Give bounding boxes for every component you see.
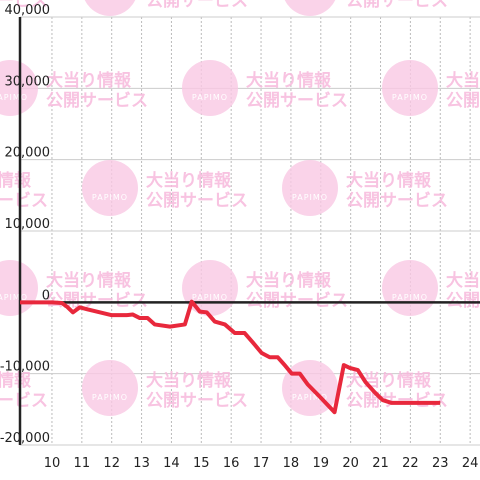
watermark-line1: 大当り情報 xyxy=(346,170,432,191)
x-tick-label: 23 xyxy=(432,456,449,471)
watermark-logo-text: PAPIMO xyxy=(92,193,128,202)
x-tick-label: 15 xyxy=(193,456,210,471)
watermark-line1: 大当り情報 xyxy=(446,270,480,291)
y-tick-label: 30,000 xyxy=(5,74,51,89)
watermark-line2: 公開サービス xyxy=(146,391,248,411)
watermark-logo-text: PAPIMO xyxy=(292,0,328,2)
watermark-line1: 大当り情報 xyxy=(246,270,332,291)
x-tick-label: 20 xyxy=(342,456,359,471)
watermark-line1: 大当り情報 xyxy=(146,370,232,391)
watermark-logo xyxy=(82,160,138,216)
watermark-logo-text: PAPIMO xyxy=(0,93,28,102)
watermark-logo-text: PAPIMO xyxy=(92,0,128,2)
y-tick-label: -20,000 xyxy=(0,431,50,446)
watermark-logo xyxy=(84,0,136,16)
watermark-line2: 公開サービス xyxy=(246,91,348,111)
plot: 10 11 12 13 14 15 16 17 18 19 20 21 22 23 24 -20,000 -10… xyxy=(0,3,480,471)
watermark-line2: 公開サービス xyxy=(246,291,348,311)
watermark-logo xyxy=(282,160,338,216)
watermark-line2: 公開サービス xyxy=(0,391,48,411)
watermark-line2: 公開サービス xyxy=(346,0,448,11)
watermark-logo-text: PAPIMO xyxy=(192,293,228,302)
watermark-logo xyxy=(382,60,438,116)
watermark-line1: 大当り情報 xyxy=(46,70,132,91)
watermark-line1: 大当り情報 xyxy=(146,170,232,191)
watermark-logo-text: PAPIMO xyxy=(292,193,328,202)
x-tick-label: 10 xyxy=(44,456,61,471)
x-tick-label: 11 xyxy=(74,456,91,471)
watermark-logo-text: PAPIMO xyxy=(292,393,328,402)
watermark-logo xyxy=(82,360,138,416)
watermark-line1: 大当り情報 xyxy=(0,370,32,391)
x-tick-label: 16 xyxy=(223,456,240,471)
watermark-line2: 公開サービス xyxy=(446,291,480,311)
watermark-logo xyxy=(284,0,336,16)
x-tick-label: 21 xyxy=(372,456,389,471)
watermark-line2: 公開サービス xyxy=(146,0,248,11)
x-tick-label: 19 xyxy=(313,456,330,471)
y-tick-label: -10,000 xyxy=(0,360,50,375)
x-tick-label: 24 xyxy=(462,456,479,471)
watermark-line2: 公開サービス xyxy=(0,0,48,11)
watermark-logo-text: PAPIMO xyxy=(0,293,28,302)
watermark-line1: 大当り情報 xyxy=(246,70,332,91)
y-tick-label: 20,000 xyxy=(5,146,51,161)
watermark-logo-text: PAPIMO xyxy=(392,293,428,302)
watermark: PAPIMO大当り情報公開サービスPAPIMO大当り情報公開サービスPAPIMO… xyxy=(0,0,480,416)
x-tick-label: 14 xyxy=(163,456,180,471)
watermark-line2: 公開サービス xyxy=(346,191,448,211)
data-line xyxy=(20,299,441,415)
y-tick-label: 0 xyxy=(42,288,50,303)
x-tick-label: 22 xyxy=(402,456,419,471)
y-tick-label: 10,000 xyxy=(5,217,51,232)
watermark-logo xyxy=(382,260,438,316)
watermark-logo-text: PAPIMO xyxy=(92,393,128,402)
watermark-logo xyxy=(182,60,238,116)
y-tick-label: 40,000 xyxy=(5,3,51,18)
watermark-line2: 公開サービス xyxy=(146,191,248,211)
x-tick-label: 12 xyxy=(103,456,120,471)
watermark-line1: 大当り情報 xyxy=(446,70,480,91)
watermark-line2: 公開サービス xyxy=(46,91,148,111)
watermark-line1: 大当り情報 xyxy=(0,170,32,191)
watermark-line2: 公開サービス xyxy=(446,91,480,111)
watermark-line2: 公開サービス xyxy=(0,191,48,211)
x-tick-label: 17 xyxy=(253,456,270,471)
watermark-logo-text: PAPIMO xyxy=(192,93,228,102)
watermark-line2: 公開サービス xyxy=(46,291,148,311)
watermark-logo-text: PAPIMO xyxy=(392,93,428,102)
x-tick-label: 13 xyxy=(133,456,150,471)
x-tick-label: 18 xyxy=(283,456,300,471)
watermark-line1: 大当り情報 xyxy=(46,270,132,291)
